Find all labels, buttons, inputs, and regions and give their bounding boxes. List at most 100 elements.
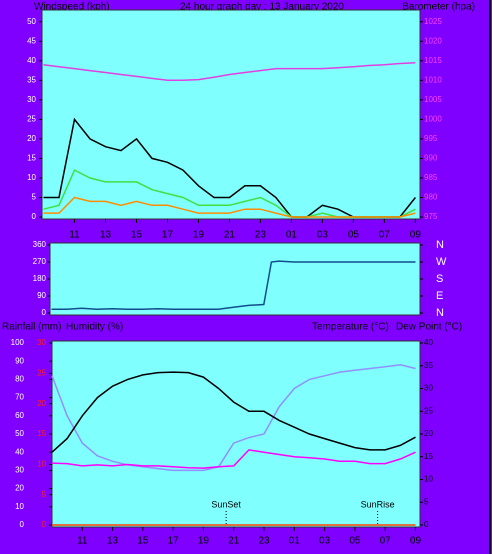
- yticks-label: 25: [27, 114, 36, 123]
- yticks-label: 70: [15, 393, 24, 402]
- yticks-label: 360: [33, 240, 47, 249]
- x-tick-label: 21: [228, 536, 240, 547]
- yticks-label: 90: [37, 291, 46, 300]
- y2ticks-label: 1005: [424, 95, 442, 104]
- annotation: SunSet: [211, 499, 241, 509]
- x-tick-label: 17: [162, 230, 174, 241]
- yticks-label: 90: [15, 356, 24, 365]
- x-tick-label: 23: [255, 230, 267, 241]
- x-tick-label: 19: [198, 536, 210, 547]
- yticks-label: 60: [15, 411, 24, 420]
- y2ticks-label: 25: [424, 406, 433, 415]
- x-tick-label: 05: [349, 536, 361, 547]
- yticks-label: 10: [15, 502, 24, 511]
- x-tick-label: 09: [410, 230, 422, 241]
- series-line: [51, 364, 416, 472]
- series-line: [43, 196, 416, 218]
- y2ticks-label: 40: [424, 338, 433, 347]
- x-tick-label: 09: [410, 536, 422, 547]
- x-tick-label: 07: [380, 536, 392, 547]
- series-line: [51, 371, 416, 453]
- y2ticks-label: 985: [424, 173, 438, 182]
- yticks-label: 20: [15, 484, 24, 493]
- yticks-label: 5: [32, 193, 37, 202]
- yticks-label: 270: [33, 257, 47, 266]
- yticks-label: 45: [27, 36, 36, 45]
- y2ticks-label: 1015: [424, 56, 442, 65]
- y2ticks-label: 995: [424, 134, 438, 143]
- series-line: [43, 62, 416, 82]
- y2ticks-label: 990: [424, 154, 438, 163]
- yticks-label: 50: [15, 429, 24, 438]
- y2ticks-label: 1020: [424, 36, 442, 45]
- y2ticks-label: N: [436, 239, 444, 251]
- y2ticks-label: 20: [424, 429, 433, 438]
- annotation: SunRise: [361, 499, 395, 509]
- x-tick-label: 01: [286, 230, 298, 241]
- x-tick-label: 07: [379, 230, 391, 241]
- x-tick-label: 21: [224, 230, 236, 241]
- yticks-label: 10: [27, 173, 36, 182]
- x-tick-label: 01: [289, 536, 301, 547]
- y2ticks-label: 0: [424, 520, 429, 529]
- yticks-label: 80: [15, 375, 24, 384]
- y2ticks-label: 980: [424, 193, 438, 202]
- y2ticks-label: 1025: [424, 17, 442, 26]
- x-tick-label: 11: [69, 230, 80, 241]
- y3ticks-label: 25: [37, 368, 46, 377]
- series-line: [51, 449, 416, 469]
- y2ticks-label: 975: [424, 212, 438, 221]
- y3ticks-label: 20: [37, 399, 46, 408]
- x-tick-label: 03: [319, 536, 331, 547]
- yticks-label: 100: [11, 338, 25, 347]
- yticks-label: 0: [20, 520, 25, 529]
- y2ticks-label: 10: [424, 475, 433, 484]
- x-tick-label: 15: [137, 536, 149, 547]
- x-tick-label: 11: [77, 536, 88, 547]
- x-tick-label: 17: [168, 536, 180, 547]
- yticks-label: 40: [27, 56, 36, 65]
- yticks-label: 180: [33, 274, 47, 283]
- series-line: [51, 260, 416, 310]
- y2ticks-label: S: [436, 273, 443, 285]
- yticks-label: 0: [32, 212, 37, 221]
- plot-area: [49, 242, 421, 316]
- y-axis-label: Windspeed (kph): [34, 2, 110, 13]
- legend-label: Temperature (°C): [312, 322, 389, 333]
- plot-area: [51, 340, 421, 528]
- x-tick-label: 13: [100, 230, 112, 241]
- y2ticks-label: 1000: [424, 114, 442, 123]
- y3ticks-label: 5: [42, 490, 47, 499]
- chart-title: 24 hour graph day : 13 January 2020: [180, 2, 344, 13]
- x-tick-label: 03: [317, 230, 329, 241]
- legend-label: Rainfall (mm): [2, 322, 61, 333]
- yticks-label: 35: [27, 75, 36, 84]
- y2ticks-label: N: [436, 307, 444, 319]
- y2ticks-label: 15: [424, 452, 433, 461]
- yticks-label: 30: [27, 95, 36, 104]
- x-tick-label: 05: [348, 230, 360, 241]
- x-tick-label: 19: [193, 230, 205, 241]
- yticks-label: 0: [42, 308, 47, 317]
- yticks-label: 50: [27, 17, 36, 26]
- y3ticks-label: 10: [37, 459, 46, 468]
- y2ticks-label: E: [436, 290, 443, 302]
- y2-axis-label: Barometer (hpa): [402, 2, 475, 13]
- y3ticks-label: 30: [37, 338, 46, 347]
- x-tick-label: 15: [131, 230, 143, 241]
- yticks-label: 30: [15, 466, 24, 475]
- y2ticks-label: 30: [424, 384, 433, 393]
- x-tick-label: 13: [107, 536, 119, 547]
- yticks-label: 20: [27, 134, 36, 143]
- plot-area: [41, 9, 421, 220]
- y3ticks-label: 0: [42, 520, 47, 529]
- yticks-label: 40: [15, 447, 24, 456]
- y2ticks-label: W: [436, 256, 447, 268]
- yticks-label: 15: [27, 154, 36, 163]
- y2ticks-label: 1010: [424, 75, 442, 84]
- legend-label: Humidity (%): [66, 322, 123, 333]
- y2ticks-label: 5: [424, 497, 429, 506]
- y3ticks-label: 15: [37, 429, 46, 438]
